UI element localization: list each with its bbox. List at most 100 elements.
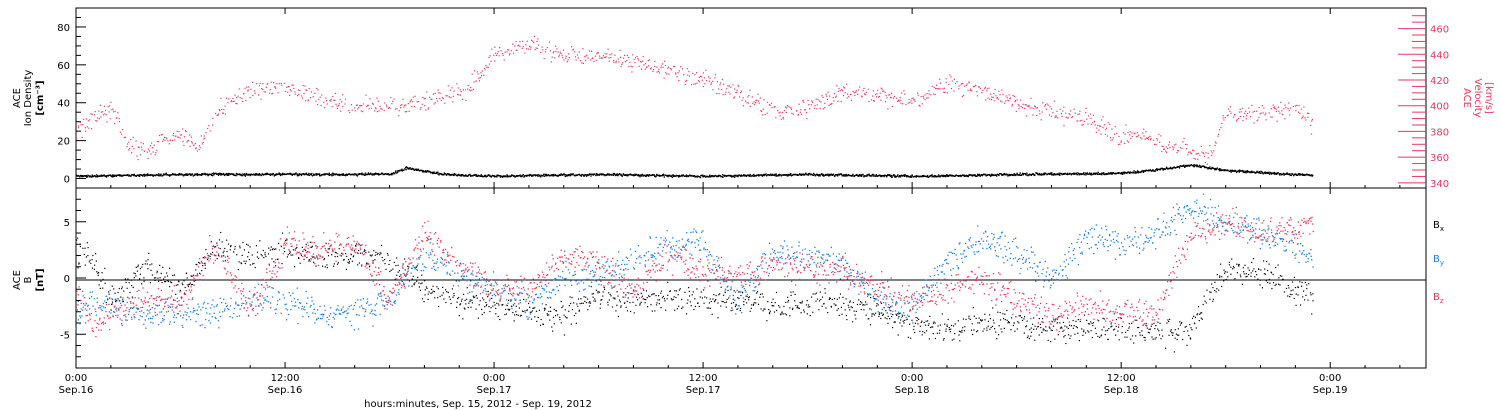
by-point	[1263, 220, 1265, 222]
by-point	[844, 252, 846, 254]
by-point	[712, 263, 714, 266]
density-point	[426, 170, 429, 172]
velocity-point	[1146, 137, 1148, 139]
density-point	[1204, 166, 1207, 168]
density-point	[818, 175, 820, 177]
velocity-point	[478, 80, 480, 82]
by-point	[1170, 232, 1172, 234]
density-point	[606, 174, 608, 176]
density-point	[971, 175, 974, 177]
velocity-point	[515, 41, 517, 43]
density-point	[281, 174, 283, 176]
density-point	[422, 170, 425, 172]
by-point	[359, 306, 361, 308]
by-point	[196, 313, 198, 315]
density-point	[627, 175, 629, 177]
density-point	[469, 173, 471, 176]
velocity-point	[509, 54, 511, 56]
velocity-point	[506, 51, 508, 53]
by-point	[444, 248, 447, 250]
density-point	[111, 174, 114, 176]
by-point	[414, 268, 416, 270]
velocity-point	[430, 98, 432, 100]
density-point	[851, 175, 853, 177]
by-point	[142, 306, 144, 308]
by-point	[1243, 226, 1245, 228]
velocity-point	[1219, 129, 1221, 131]
velocity-point	[1106, 135, 1109, 137]
density-point	[575, 174, 577, 176]
velocity-point	[1009, 98, 1011, 100]
velocity-point	[331, 106, 333, 108]
density-point	[464, 175, 466, 177]
density-point	[1299, 174, 1301, 176]
by-point	[620, 263, 623, 266]
density-point	[516, 174, 518, 177]
velocity-point	[273, 82, 275, 84]
by-point	[364, 315, 366, 317]
density-point	[829, 174, 831, 177]
density-point	[89, 175, 92, 177]
velocity-point	[846, 97, 848, 99]
velocity-point	[872, 90, 874, 92]
density-point	[1039, 172, 1041, 175]
by-point	[519, 302, 521, 304]
density-point	[350, 173, 353, 176]
velocity-point	[245, 99, 247, 102]
by-point	[941, 271, 944, 273]
density-point	[977, 174, 980, 177]
by-point	[974, 253, 976, 255]
density-point	[1265, 172, 1268, 174]
density-point	[1012, 174, 1014, 176]
by-point	[661, 264, 663, 266]
density-point	[740, 174, 742, 176]
velocity-point	[698, 81, 701, 83]
by-point	[372, 313, 374, 315]
velocity-point	[460, 91, 462, 93]
velocity-point	[419, 108, 421, 110]
by-point	[532, 302, 534, 304]
density-point	[741, 175, 743, 177]
velocity-point	[691, 84, 693, 86]
density-point	[1245, 170, 1247, 172]
by-point	[842, 264, 845, 266]
by-point	[956, 265, 958, 267]
density-point	[777, 174, 780, 176]
velocity-point	[201, 143, 203, 145]
density-point	[645, 175, 648, 177]
velocity-point	[911, 102, 913, 104]
by-point	[847, 262, 849, 264]
density-point	[189, 173, 192, 175]
velocity-point	[502, 54, 504, 56]
by-point	[1188, 209, 1190, 211]
density-point	[914, 175, 916, 178]
density-point	[297, 173, 299, 175]
by-point	[637, 244, 639, 247]
by-point	[463, 275, 465, 278]
by-point	[1152, 242, 1154, 244]
density-point	[1089, 173, 1092, 176]
velocity-point	[336, 105, 338, 107]
velocity-point	[1295, 110, 1297, 112]
by-point	[433, 262, 435, 264]
density-point	[733, 176, 736, 178]
density-point	[278, 173, 281, 175]
density-point	[906, 175, 908, 177]
density-point	[921, 175, 924, 177]
velocity-point	[835, 95, 837, 97]
velocity-point	[1154, 143, 1156, 145]
velocity-point	[480, 72, 482, 74]
by-point	[1222, 225, 1224, 227]
density-point	[1158, 168, 1160, 171]
velocity-point	[273, 86, 276, 88]
density-point	[425, 171, 428, 173]
density-point	[1103, 173, 1105, 175]
velocity-point	[737, 84, 739, 86]
velocity-point	[512, 52, 515, 54]
by-point	[457, 285, 459, 287]
velocity-point	[1300, 108, 1302, 110]
by-point	[877, 299, 879, 301]
velocity-point	[269, 92, 271, 94]
density-point	[922, 175, 924, 178]
by-point	[100, 308, 102, 310]
